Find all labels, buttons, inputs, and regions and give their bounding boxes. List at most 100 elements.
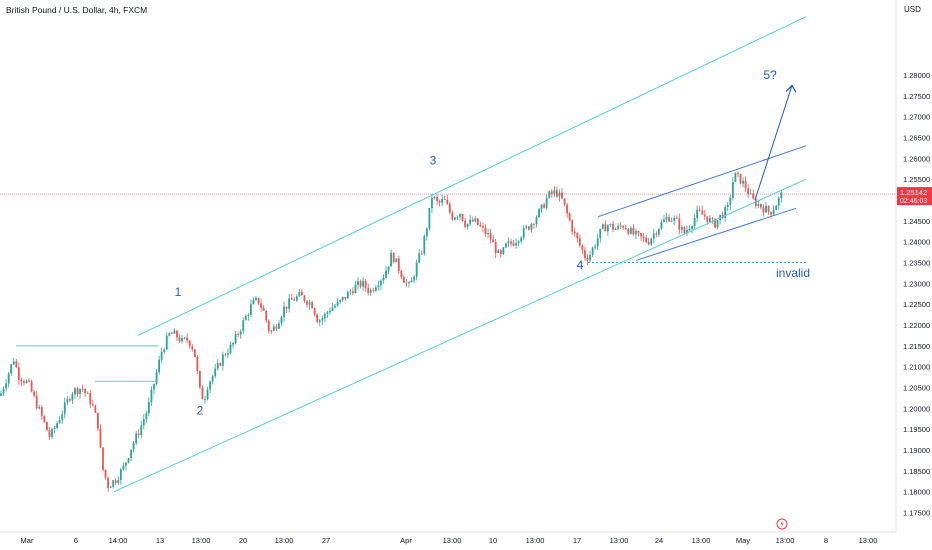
candle-body (507, 241, 510, 244)
candle-body (244, 316, 247, 321)
price-tick-label: 1.19000 (903, 446, 930, 455)
candle-body (760, 203, 762, 208)
candle-body (517, 241, 520, 243)
candle-body (94, 405, 97, 413)
candle-body (56, 423, 58, 429)
drawings (0, 16, 896, 493)
candle-body (278, 323, 280, 329)
candle-body (609, 223, 612, 226)
candle-body (25, 380, 28, 383)
candle-body (540, 204, 543, 210)
candle-body (658, 228, 660, 235)
candle-body (385, 270, 387, 278)
candle-body (265, 310, 268, 321)
candle-body (670, 220, 673, 222)
candle-body (423, 236, 426, 254)
candle-body (400, 270, 403, 278)
candle-body (74, 388, 76, 395)
time-tick-label: 6 (74, 536, 78, 545)
candle-body (469, 219, 472, 225)
candle-body (311, 302, 313, 309)
candle-body (104, 469, 107, 478)
candle-body (484, 227, 487, 235)
candle-body (563, 198, 566, 205)
candle-body (66, 399, 69, 403)
candle-body (553, 190, 556, 194)
candle-body (377, 285, 380, 288)
candle-body (153, 383, 155, 390)
candle-body (89, 393, 92, 405)
price-tick-label: 1.26000 (903, 154, 930, 163)
candle-body (456, 216, 459, 218)
candle-body (117, 480, 120, 483)
wave-labels: 1 2 3 4 5? invalid (175, 68, 810, 417)
candle-body (109, 486, 112, 488)
candle-body (556, 190, 558, 197)
candle-body (206, 389, 209, 400)
candle-body (645, 237, 648, 243)
candle-body (122, 465, 125, 470)
wave-label: 3 (430, 154, 437, 168)
time-tick-label: 13:00 (776, 536, 795, 545)
candle-body (765, 205, 767, 213)
lightning-icon (776, 518, 788, 530)
time-tick-label: 17 (573, 536, 581, 545)
candle-body (550, 191, 553, 194)
candle-body (10, 364, 13, 374)
candle-body (418, 253, 421, 263)
price-tick-label: 1.21500 (903, 342, 930, 351)
price-tick-label: 1.21000 (903, 363, 930, 372)
candle-body (270, 330, 273, 332)
candle-body (428, 207, 431, 229)
candle-body (395, 258, 398, 263)
candle-body (431, 197, 433, 208)
candle-body (272, 326, 275, 331)
candle-body (142, 419, 145, 426)
candle-body (461, 213, 464, 221)
candle-body (76, 388, 79, 394)
candle-body (680, 227, 683, 230)
price-tick-label: 1.20500 (903, 384, 930, 393)
candle-body (329, 310, 331, 313)
candle-body (33, 391, 36, 396)
candle-body (313, 308, 316, 315)
candle-body (242, 320, 245, 332)
candle-body (81, 388, 84, 390)
countdown-value: 02:46:03 (900, 198, 927, 205)
candle-body (698, 209, 701, 211)
candle-body (734, 172, 737, 183)
candle-body (285, 306, 288, 309)
candle-body (632, 227, 635, 235)
candle-body (160, 351, 163, 360)
candle-body (102, 447, 104, 470)
candle-body (459, 213, 461, 217)
candle-body (487, 233, 489, 235)
candle-body (520, 237, 523, 242)
wedge-upper-line (597, 145, 807, 218)
arrow-head-icon (785, 84, 797, 93)
candle-body (150, 389, 153, 402)
candle-body (742, 180, 744, 184)
candle-body (640, 232, 642, 237)
candle-body (729, 197, 732, 205)
time-tick-label: 13:00 (859, 536, 878, 545)
candle-body (339, 299, 342, 302)
candle-body (318, 320, 321, 323)
candle-body (170, 333, 173, 334)
price-tick-label: 1.26500 (903, 134, 930, 143)
candle-body (257, 297, 260, 304)
wave-label: 2 (197, 404, 204, 418)
time-tick-label: 13:00 (192, 536, 211, 545)
candle-body (336, 301, 339, 306)
candle-body (629, 227, 632, 234)
candle-body (349, 291, 352, 293)
channel-upper-line (137, 16, 807, 336)
candle-body (140, 425, 143, 436)
candle-body (372, 289, 375, 291)
candle-body (204, 399, 206, 401)
candle-body (673, 217, 676, 221)
candle-body (331, 307, 334, 311)
candle-body (176, 330, 178, 338)
candle-body (443, 198, 446, 200)
